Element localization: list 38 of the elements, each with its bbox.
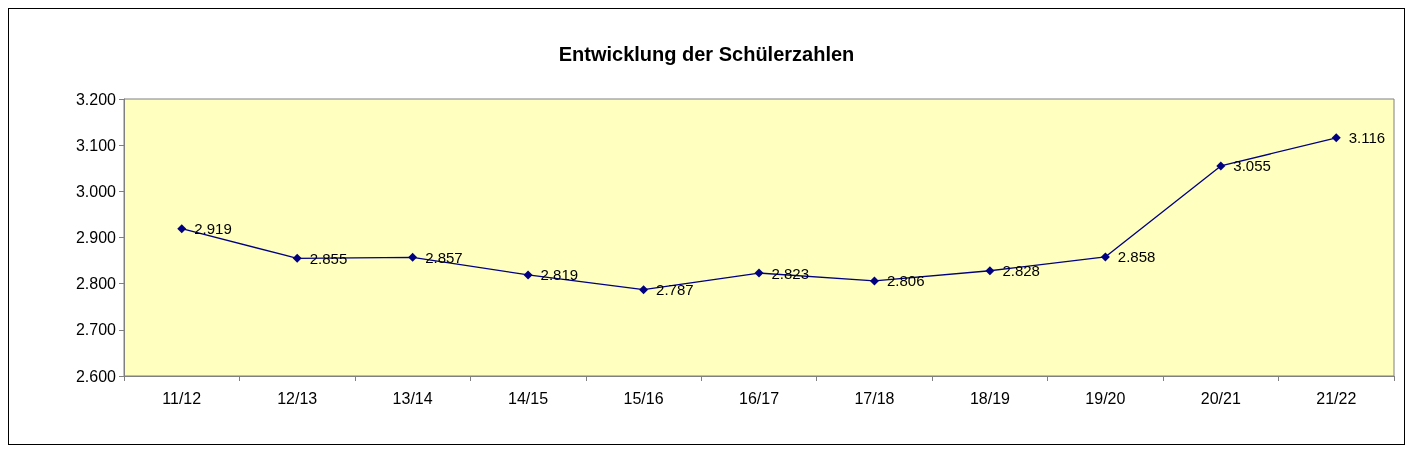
point [177,224,187,234]
point [985,266,995,276]
x-tick-label: 13/14 [392,389,433,407]
y-tick-label: 3.100 [75,136,117,154]
y-tick-label: 2.700 [75,321,117,339]
data-label: 2.857 [425,248,463,266]
y-tick-label: 3.200 [75,90,117,108]
x-tick-label: 15/16 [623,389,664,407]
x-tick-label: 11/12 [162,389,202,407]
data-label: 2.858 [1117,248,1156,266]
point [523,270,533,280]
point [1331,133,1341,143]
data-label: 3.116 [1348,129,1386,147]
point [639,285,649,295]
x-tick-label: 17/18 [854,389,895,407]
x-tick-label: 14/15 [508,389,549,407]
y-tick-label: 2.900 [75,229,117,246]
point [754,268,764,278]
point [1100,252,1110,262]
y-tick-label: 3.000 [75,182,117,200]
x-tick-label: 19/20 [1085,389,1126,407]
data-label: 2.828 [1002,262,1040,280]
point [1216,161,1226,171]
point [292,253,302,263]
x-tick-label: 12/13 [277,389,318,407]
chart-title: Entwicklung der Schülerzahlen [558,43,855,65]
data-label: 2.919 [194,220,232,238]
x-tick-label: 21/22 [1316,389,1357,407]
x-tick-label: 16/17 [738,389,780,407]
y-tick-label: 2.800 [75,275,117,293]
data-label: 3.055 [1233,157,1271,175]
y-tick-label: 2.600 [75,367,117,385]
data-label: 2.787 [656,281,694,299]
x-tick-label: 18/19 [969,389,1011,407]
point [869,276,879,286]
x-tick-label: 20/21 [1200,389,1241,407]
point [408,252,418,262]
data-label: 2.819 [540,266,579,284]
